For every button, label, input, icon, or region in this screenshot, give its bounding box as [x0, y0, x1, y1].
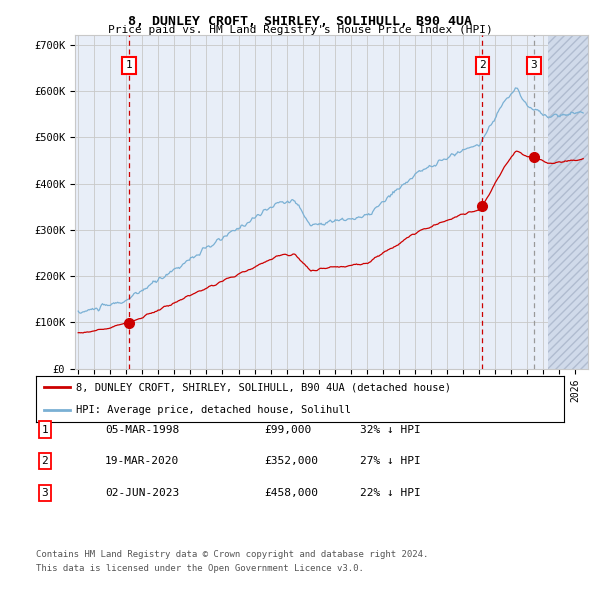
Text: 8, DUNLEY CROFT, SHIRLEY, SOLIHULL, B90 4UA (detached house): 8, DUNLEY CROFT, SHIRLEY, SOLIHULL, B90 …	[76, 382, 451, 392]
Bar	[548, 35, 588, 369]
Text: 3: 3	[41, 489, 49, 498]
Text: 32% ↓ HPI: 32% ↓ HPI	[360, 425, 421, 434]
Text: 1: 1	[125, 60, 133, 70]
Text: 3: 3	[530, 60, 537, 70]
Text: 05-MAR-1998: 05-MAR-1998	[105, 425, 179, 434]
Text: HPI: Average price, detached house, Solihull: HPI: Average price, detached house, Soli…	[76, 405, 350, 415]
Text: 1: 1	[41, 425, 49, 434]
Text: £458,000: £458,000	[264, 489, 318, 498]
Text: Contains HM Land Registry data © Crown copyright and database right 2024.: Contains HM Land Registry data © Crown c…	[36, 550, 428, 559]
Text: £352,000: £352,000	[264, 457, 318, 466]
Text: 22% ↓ HPI: 22% ↓ HPI	[360, 489, 421, 498]
Text: 2: 2	[41, 457, 49, 466]
Text: This data is licensed under the Open Government Licence v3.0.: This data is licensed under the Open Gov…	[36, 565, 364, 573]
Text: 27% ↓ HPI: 27% ↓ HPI	[360, 457, 421, 466]
Text: 2: 2	[479, 60, 486, 70]
Text: 19-MAR-2020: 19-MAR-2020	[105, 457, 179, 466]
Text: 02-JUN-2023: 02-JUN-2023	[105, 489, 179, 498]
Text: £99,000: £99,000	[264, 425, 311, 434]
Text: 8, DUNLEY CROFT, SHIRLEY, SOLIHULL, B90 4UA: 8, DUNLEY CROFT, SHIRLEY, SOLIHULL, B90 …	[128, 15, 472, 28]
Text: Price paid vs. HM Land Registry's House Price Index (HPI): Price paid vs. HM Land Registry's House …	[107, 25, 493, 35]
